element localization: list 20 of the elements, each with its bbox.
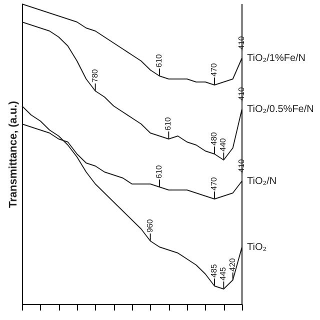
annotation: 610 [154, 54, 164, 68]
series-label: TiO₂ [247, 242, 267, 253]
annotation: 610 [154, 164, 164, 178]
annotation: 610 [164, 116, 173, 130]
legend-label: TiO₂/0.5%Fe/N [247, 104, 314, 115]
annotation: 780 [90, 68, 100, 82]
annotation: 470 [210, 62, 218, 76]
annotation: 420 [228, 258, 237, 272]
annotation: 410 [237, 86, 246, 100]
annotation: 410 [237, 36, 246, 50]
annotation: 440 [218, 138, 228, 152]
annotation: 470 [210, 176, 218, 190]
annotation: 480 [210, 132, 218, 146]
y-axis-title: Transmittance, (a.u.) [8, 100, 20, 208]
annotation: 485 [210, 264, 218, 278]
annotation: 445 [218, 266, 228, 280]
legend-label: TiO₂/N [247, 176, 277, 187]
annotation: 410 [237, 158, 246, 172]
annotation: 960 [145, 218, 154, 232]
legend-label: TiO₂/1%Fe/N [247, 53, 306, 64]
